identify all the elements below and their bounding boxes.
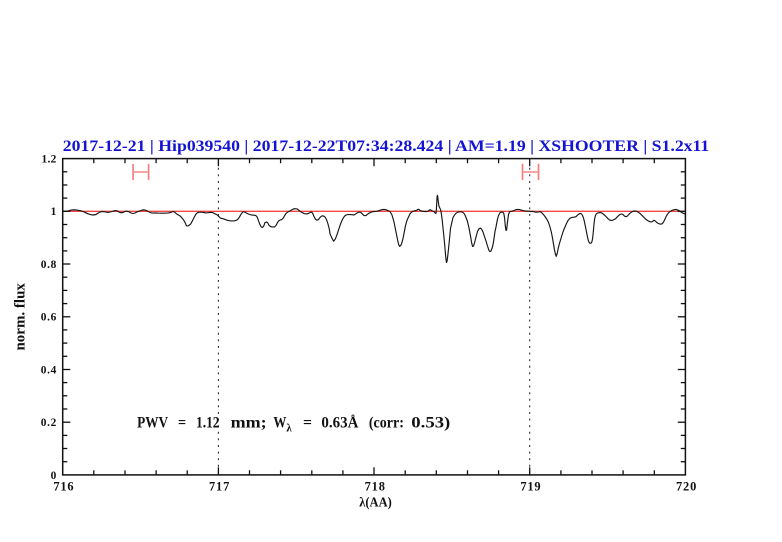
svg-text:λ(AA): λ(AA) [359,495,392,510]
svg-text:0.6: 0.6 [41,312,57,324]
svg-text:0.2: 0.2 [41,417,57,429]
svg-text:norm. flux: norm. flux [13,283,29,351]
svg-text:1.12: 1.12 [196,414,220,432]
svg-text:717: 717 [209,479,230,493]
svg-text:(corr:: (corr: [369,414,404,432]
svg-text:2017-12-21 | Hip039540 | 2: 2017-12-21 | Hip039540 | 2017-12-22T07:3… [63,137,710,155]
svg-text:=: = [303,414,312,432]
svg-text:0: 0 [51,470,57,482]
svg-text:716: 716 [53,479,74,493]
svg-text:W: W [273,414,286,432]
svg-text:PWV: PWV [137,414,168,432]
svg-text:=: = [178,414,186,432]
svg-text:0.53): 0.53) [411,414,450,432]
svg-text:0.4: 0.4 [41,364,57,376]
svg-text:719: 719 [520,479,541,493]
svg-text:1.2: 1.2 [42,154,57,166]
svg-text:720: 720 [676,479,697,493]
svg-text:0.8: 0.8 [41,259,57,271]
svg-text:718: 718 [365,479,386,493]
svg-text:0.63Å: 0.63Å [321,414,358,432]
svg-text:mm;: mm; [231,414,267,432]
svg-text:λ: λ [286,421,291,435]
svg-text:1: 1 [51,206,57,218]
